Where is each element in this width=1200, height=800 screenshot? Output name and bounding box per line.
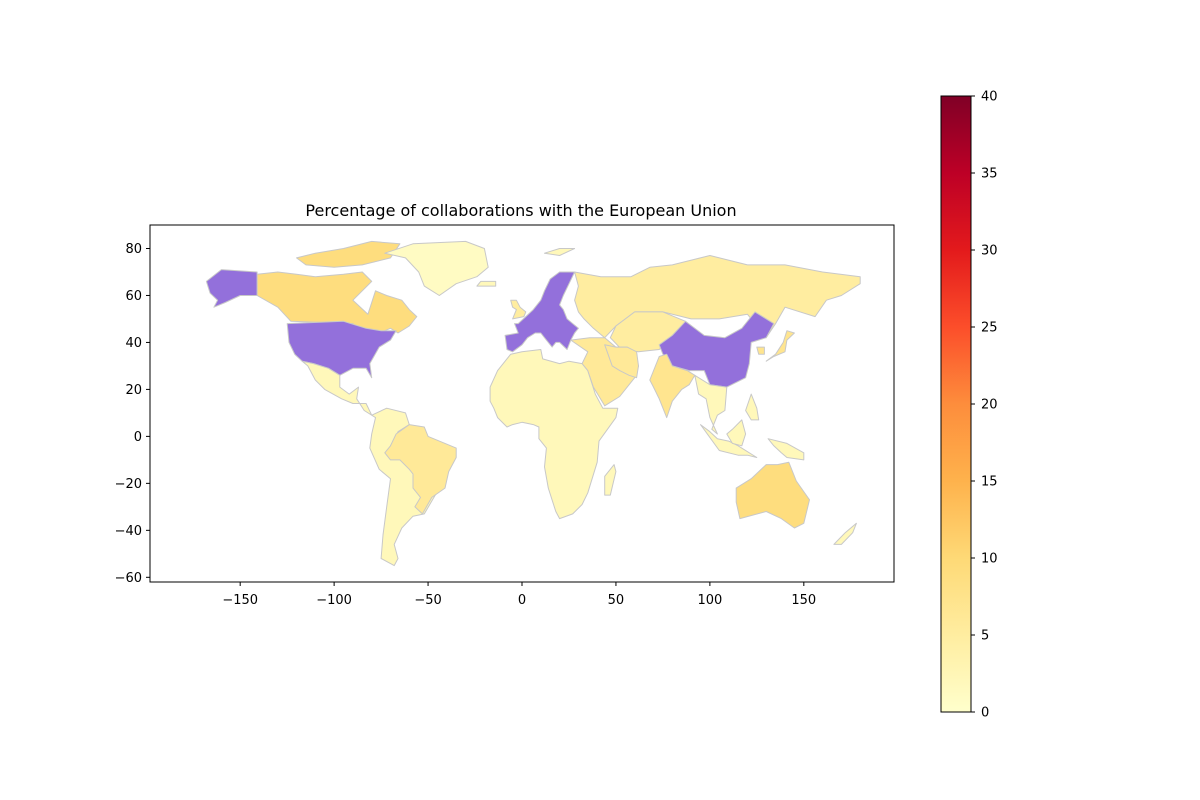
- region-european-union: [504, 271, 579, 353]
- y-axis: 80 60 40 20 0 −20 −40 −60: [115, 242, 150, 586]
- colorbar-gradient: [940, 95, 972, 713]
- map-area: [149, 224, 895, 583]
- colorbar-tick-label: 5: [981, 629, 989, 644]
- region-india: [649, 353, 696, 419]
- y-tick-label: −20: [115, 477, 142, 492]
- colorbar-tick-label: 10: [981, 552, 998, 567]
- region-new-zealand: [833, 522, 857, 545]
- y-tick-label: −60: [115, 571, 142, 586]
- y-tick-label: 60: [125, 289, 142, 304]
- region-china: [658, 311, 775, 388]
- region-southeast-asia: [694, 374, 728, 435]
- x-tick-label: 100: [697, 593, 722, 608]
- chart-title: Percentage of collaborations with the Eu…: [305, 201, 736, 220]
- region-alaska: [205, 269, 258, 308]
- y-tick-label: −40: [115, 524, 142, 539]
- region-iceland: [476, 280, 497, 287]
- x-tick-label: 50: [608, 593, 625, 608]
- region-africa: [489, 349, 619, 520]
- colorbar-tick-label: 0: [981, 706, 989, 721]
- region-indonesia: [700, 424, 758, 458]
- region-russia: [574, 255, 861, 339]
- region-japan: [765, 330, 795, 362]
- region-latin-america: [301, 360, 440, 567]
- x-tick-label: −100: [316, 593, 352, 608]
- y-tick-label: 80: [125, 242, 142, 257]
- region-united-kingdom: [510, 299, 527, 320]
- y-tick-label: 0: [134, 430, 142, 445]
- x-tick-label: 0: [518, 593, 526, 608]
- land-layer: [205, 240, 861, 567]
- region-iran: [604, 344, 639, 379]
- x-tick-label: −50: [414, 593, 441, 608]
- x-tick-label: 150: [791, 593, 816, 608]
- x-tick-label: −150: [222, 593, 258, 608]
- colorbar-tick-label: 25: [981, 321, 998, 336]
- colorbar-tick-label: 40: [981, 90, 998, 105]
- colorbar-tick-label: 20: [981, 398, 998, 413]
- region-svalbard: [544, 248, 576, 256]
- region-madagascar: [604, 464, 617, 496]
- y-tick-label: 40: [125, 336, 142, 351]
- region-philippines: [745, 393, 760, 421]
- region-borneo: [726, 419, 747, 447]
- region-brazil: [384, 424, 457, 515]
- region-greenland: [384, 240, 489, 296]
- colorbar: 0 5 10 15 20 25 30 35 40: [940, 90, 998, 721]
- region-new-guinea: [767, 438, 805, 461]
- colorbar-tick-label: 15: [981, 475, 998, 490]
- x-axis: −150 −100 −50 0 50 100 150: [222, 582, 816, 608]
- region-australia: [735, 461, 810, 529]
- colorbar-tick-label: 35: [981, 167, 998, 182]
- y-tick-label: 20: [125, 383, 142, 398]
- colorbar-tick-label: 30: [981, 244, 998, 259]
- colorbar-ticks: 0 5 10 15 20 25 30 35 40: [971, 90, 998, 721]
- region-korea: [756, 346, 765, 355]
